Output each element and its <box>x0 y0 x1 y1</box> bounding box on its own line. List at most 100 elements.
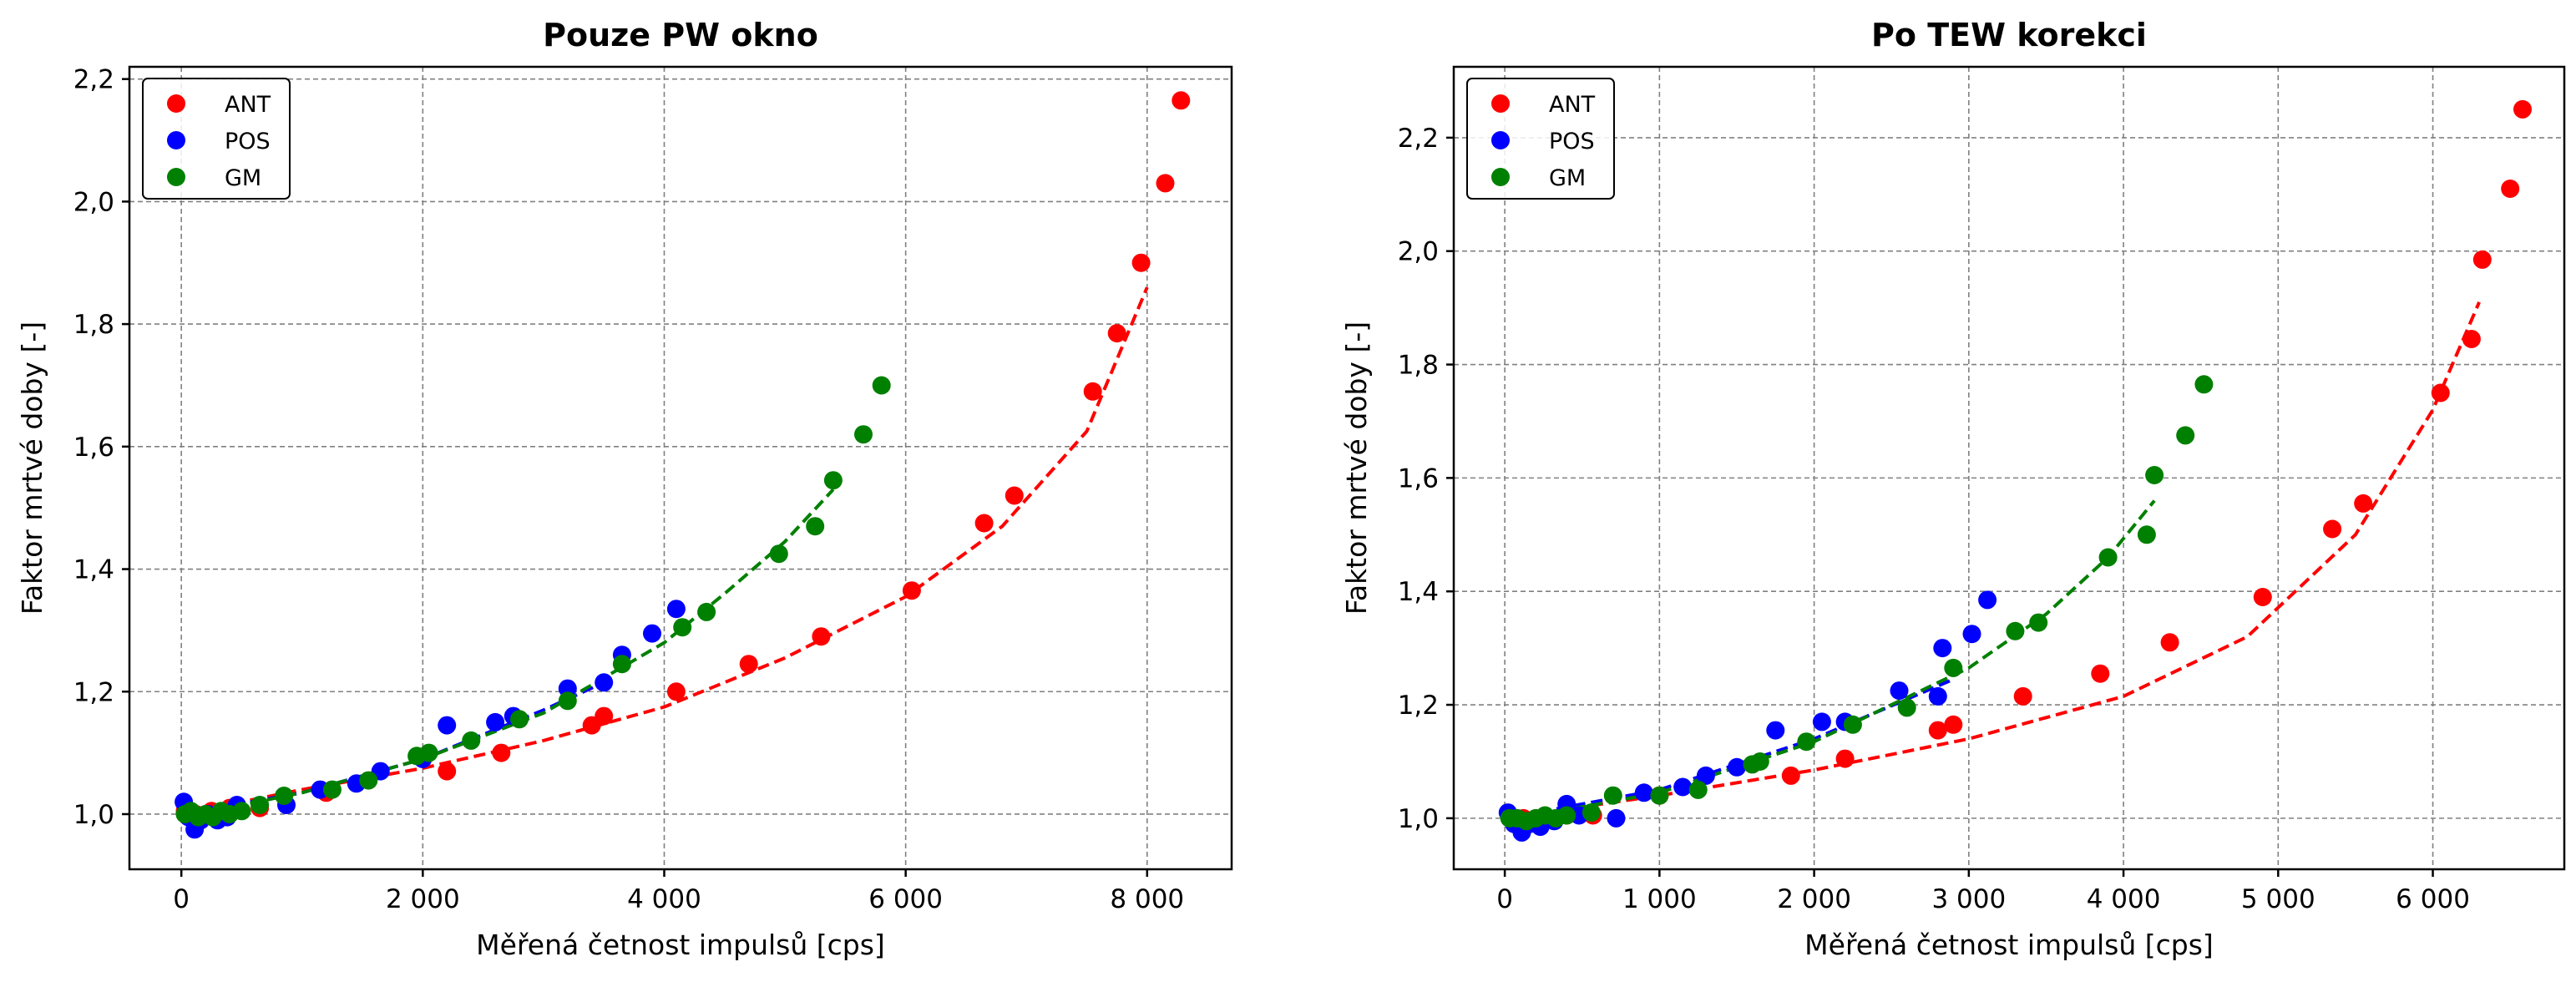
data-point-pos <box>1696 766 1715 785</box>
data-point-gm <box>322 780 342 799</box>
data-point-ant <box>666 682 686 701</box>
x-tick-label: 5 000 <box>2241 884 2315 914</box>
data-point-gm <box>769 544 788 564</box>
data-point-ant <box>902 581 921 600</box>
data-point-gm <box>2098 548 2118 567</box>
y-axis-label: Faktor mrtvé doby [-] <box>16 321 48 615</box>
x-tick-label: 0 <box>173 884 190 914</box>
data-point-gm <box>612 655 631 674</box>
data-point-pos <box>1673 777 1693 797</box>
data-point-pos <box>1928 686 1947 706</box>
y-tick-label: 2,2 <box>1398 124 1439 154</box>
data-point-ant <box>974 514 994 533</box>
chart-title: Pouze PW okno <box>543 17 818 53</box>
data-point-pos <box>1933 639 1952 658</box>
data-point-ant <box>1131 253 1151 272</box>
data-point-pos <box>666 600 686 619</box>
y-tick-label: 1,8 <box>73 310 114 340</box>
data-point-ant <box>2323 519 2342 539</box>
y-tick-label: 2,0 <box>1398 237 1439 267</box>
legend-marker-pos <box>167 131 185 149</box>
data-point-ant <box>2253 588 2272 606</box>
data-point-pos <box>1812 712 1831 731</box>
series-gm <box>175 376 891 827</box>
data-point-ant <box>2013 686 2032 706</box>
fit-curve-gm <box>1504 499 2156 823</box>
data-point-gm <box>462 731 481 750</box>
data-point-pos <box>486 712 505 731</box>
data-point-ant <box>2513 99 2532 119</box>
data-point-gm <box>1843 715 1862 734</box>
data-point-ant <box>2501 180 2520 198</box>
x-tick-label: 6 000 <box>2396 884 2470 914</box>
data-point-gm <box>872 376 891 395</box>
data-point-gm <box>1897 698 1916 717</box>
data-point-ant <box>1005 486 1024 505</box>
legend-label-ant: ANT <box>1549 92 1596 118</box>
y-tick-label: 1,6 <box>1398 463 1439 494</box>
x-tick-label: 2 000 <box>386 884 460 914</box>
chart-title: Po TEW korekci <box>1871 17 2147 53</box>
y-tick-label: 1,4 <box>73 555 114 585</box>
x-tick-label: 6 000 <box>868 884 943 914</box>
legend-label-gm: GM <box>225 165 261 191</box>
x-axis-label: Měřená četnost impulsů [cps] <box>476 929 885 961</box>
x-tick-label: 2 000 <box>1777 884 1851 914</box>
fit-curve-pos <box>180 681 605 816</box>
series-ant <box>1500 99 2532 828</box>
x-tick-label: 4 000 <box>627 884 701 914</box>
data-point-pos <box>438 716 457 735</box>
data-point-gm <box>419 743 438 762</box>
data-point-gm <box>558 691 577 711</box>
data-point-ant <box>438 762 457 781</box>
data-point-pos <box>1728 757 1746 777</box>
data-point-gm <box>251 796 270 814</box>
chart-panel-tew: 0 1 000 2 000 3 000 4 000 5 000 6 000 1,0 1,2 1,4… <box>1340 17 2566 961</box>
y-tick-label: 1,0 <box>73 800 114 830</box>
data-point-pos <box>1607 808 1626 828</box>
data-point-ant <box>2354 494 2373 513</box>
data-point-gm <box>673 618 692 637</box>
legend-marker-gm <box>1491 168 1510 186</box>
legend-marker-ant <box>1491 94 1510 113</box>
y-tick-label: 1,0 <box>1398 804 1439 834</box>
x-tick-label: 8 000 <box>1110 884 1184 914</box>
data-point-gm <box>232 802 251 821</box>
plot-area-frame <box>1452 65 2566 871</box>
chart-panel-pw: 0 2 000 4 000 6 000 8 000 1,0 1,2 1,4 1,6 1,8 2,0 2… <box>16 17 1233 961</box>
data-point-ant <box>1835 749 1855 768</box>
legend-label-gm: GM <box>1549 165 1586 191</box>
legend: ANT POS GM <box>1466 78 1615 200</box>
legend-marker-ant <box>167 94 185 113</box>
data-point-gm <box>1944 658 1963 677</box>
data-point-gm <box>854 425 873 444</box>
legend-label-pos: POS <box>225 129 271 154</box>
y-tick-label: 1,2 <box>73 677 114 707</box>
data-point-ant <box>1944 715 1963 734</box>
data-point-gm <box>1582 803 1601 823</box>
data-point-pos <box>1766 721 1785 740</box>
y-tick-label: 1,6 <box>73 433 114 463</box>
data-point-gm <box>1688 780 1708 799</box>
data-point-ant <box>812 627 831 646</box>
legend-marker-gm <box>167 168 185 186</box>
data-point-gm <box>1603 786 1622 805</box>
data-point-gm <box>2176 426 2195 445</box>
data-point-gm <box>1650 786 1669 805</box>
data-point-ant <box>739 655 758 674</box>
data-point-pos <box>1890 681 1909 701</box>
data-point-gm <box>1797 732 1816 752</box>
data-point-gm <box>823 471 843 490</box>
grid <box>129 67 1232 869</box>
data-point-ant <box>2462 330 2481 348</box>
data-point-gm <box>2194 375 2214 394</box>
y-tick-label: 2,2 <box>73 65 114 95</box>
data-point-gm <box>806 517 825 536</box>
y-tick-label: 2,0 <box>73 187 114 217</box>
y-tick-label: 1,2 <box>1398 691 1439 721</box>
data-point-ant <box>2472 250 2492 269</box>
legend-label-pos: POS <box>1549 129 1595 154</box>
data-point-ant <box>2431 383 2450 402</box>
x-tick-label: 1 000 <box>1622 884 1697 914</box>
